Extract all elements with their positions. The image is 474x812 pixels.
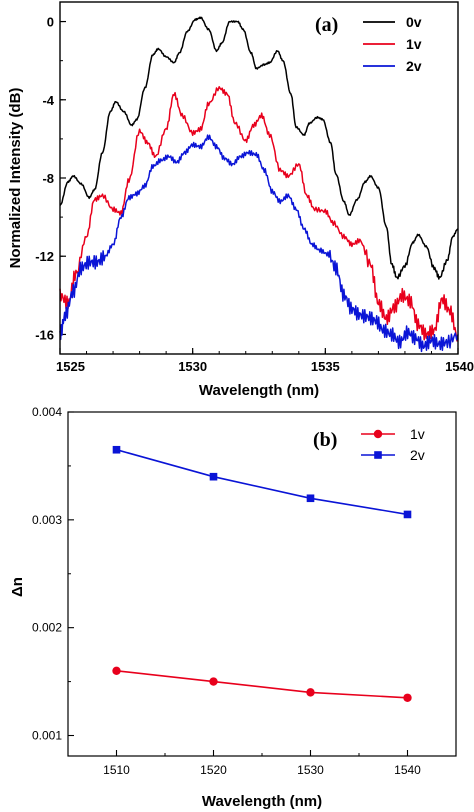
a-legend: 0v 1v 2v xyxy=(363,14,422,74)
b-point-1v xyxy=(112,666,121,676)
a-series-line-2v xyxy=(59,134,459,353)
a-x-tick-label: 1535 xyxy=(311,359,340,374)
a-y-tick-label: -16 xyxy=(35,327,54,342)
a-series-lines xyxy=(59,16,459,353)
a-legend-label: 1v xyxy=(406,36,422,52)
b-x-axis-label: Wavelength (nm) xyxy=(202,793,322,810)
b-tick-labels: 1510 1520 1530 1540 0.001 0.002 0.003 0.004 xyxy=(32,405,421,777)
b-y-tick-label: 0.002 xyxy=(32,621,62,635)
panel-a: 1525 1530 1535 1540 0 -4 -8 -12 -16 (a) 0v 1v 2v W… xyxy=(7,1,474,399)
b-legend-marker xyxy=(373,429,383,439)
b-panel-label: (b) xyxy=(313,429,337,451)
b-point-1v xyxy=(306,688,315,697)
b-y-axis-label: Δn xyxy=(9,577,26,597)
b-series-line-1v xyxy=(116,670,408,699)
b-y-tick-label: 0.001 xyxy=(32,729,62,743)
b-point-1v xyxy=(209,677,218,686)
a-y-tick-label: 0 xyxy=(47,15,54,30)
b-point-2v xyxy=(306,494,315,503)
a-x-axis-label: Wavelength (nm) xyxy=(199,382,319,399)
b-legend-marker xyxy=(374,451,382,459)
b-x-tick-label: 1510 xyxy=(103,763,130,777)
a-y-tick-label: -4 xyxy=(42,93,54,108)
b-y-tick-label: 0.003 xyxy=(32,513,62,527)
b-legend-label: 2v xyxy=(410,447,425,463)
b-y-tick-label: 0.004 xyxy=(32,405,62,419)
a-panel-label: (a) xyxy=(315,14,338,36)
b-plot-frame xyxy=(67,411,457,757)
a-plot-frame xyxy=(59,1,459,355)
b-point-2v xyxy=(112,445,121,454)
b-x-tick-label: 1520 xyxy=(200,763,227,777)
b-x-tick-label: 1540 xyxy=(394,763,421,777)
b-point-1v xyxy=(403,693,412,702)
b-x-tick-label: 1530 xyxy=(297,763,324,777)
b-tick-marks xyxy=(67,411,457,756)
a-x-tick-label: 1540 xyxy=(445,359,474,374)
a-tick-labels: 1525 1530 1535 1540 0 -4 -8 -12 -16 xyxy=(35,15,474,374)
a-legend-label: 0v xyxy=(406,14,422,30)
a-x-tick-label: 1525 xyxy=(56,359,85,374)
a-y-tick-label: -12 xyxy=(35,249,54,264)
a-series-line-0v xyxy=(59,16,459,280)
b-legend-label: 1v xyxy=(410,426,425,442)
a-y-tick-label: -8 xyxy=(42,171,54,186)
b-point-2v xyxy=(403,510,412,519)
panel-b: 1510 1520 1530 1540 0.001 0.002 0.003 0.004 (b)… xyxy=(9,405,457,810)
a-x-tick-label: 1530 xyxy=(178,359,207,374)
b-point-2v xyxy=(209,472,218,481)
b-series-lines xyxy=(112,445,412,702)
a-legend-label: 2v xyxy=(406,58,422,74)
a-series-line-1v xyxy=(59,86,459,342)
b-series-line-2v xyxy=(116,448,408,516)
a-y-axis-label: Normalized Intensity (dB) xyxy=(7,88,24,269)
